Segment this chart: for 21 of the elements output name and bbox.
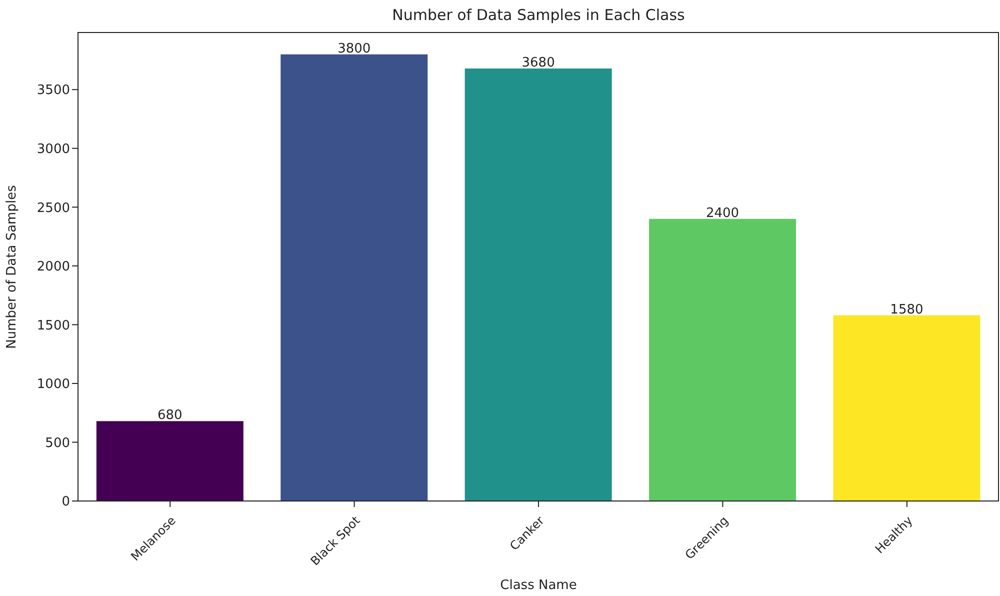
y-tick-label: 500: [45, 436, 70, 451]
data-label: 1580: [890, 302, 924, 318]
bar: [833, 315, 980, 501]
y-tick-label: 2500: [36, 200, 70, 216]
bar: [96, 421, 244, 501]
y-tick-label: 1500: [36, 318, 70, 334]
y-tick-label: 1000: [36, 377, 70, 392]
data-label: 2400: [706, 206, 740, 221]
chart-title: Number of Data Samples in Each Class: [391, 6, 686, 24]
data-label: 680: [158, 408, 182, 424]
y-axis-title: Number of Data Samples: [4, 185, 20, 349]
data-label: 3800: [338, 41, 371, 56]
y-tick-label: 0: [62, 494, 70, 510]
bar: [280, 54, 428, 501]
y-tick-label: 2000: [36, 260, 70, 275]
x-axis-title: Class Name: [499, 578, 578, 593]
bar: [649, 218, 796, 501]
y-tick-label: 3500: [36, 83, 70, 98]
bar: [464, 68, 612, 501]
data-label: 3680: [522, 55, 555, 70]
y-tick-label: 3000: [36, 142, 70, 157]
